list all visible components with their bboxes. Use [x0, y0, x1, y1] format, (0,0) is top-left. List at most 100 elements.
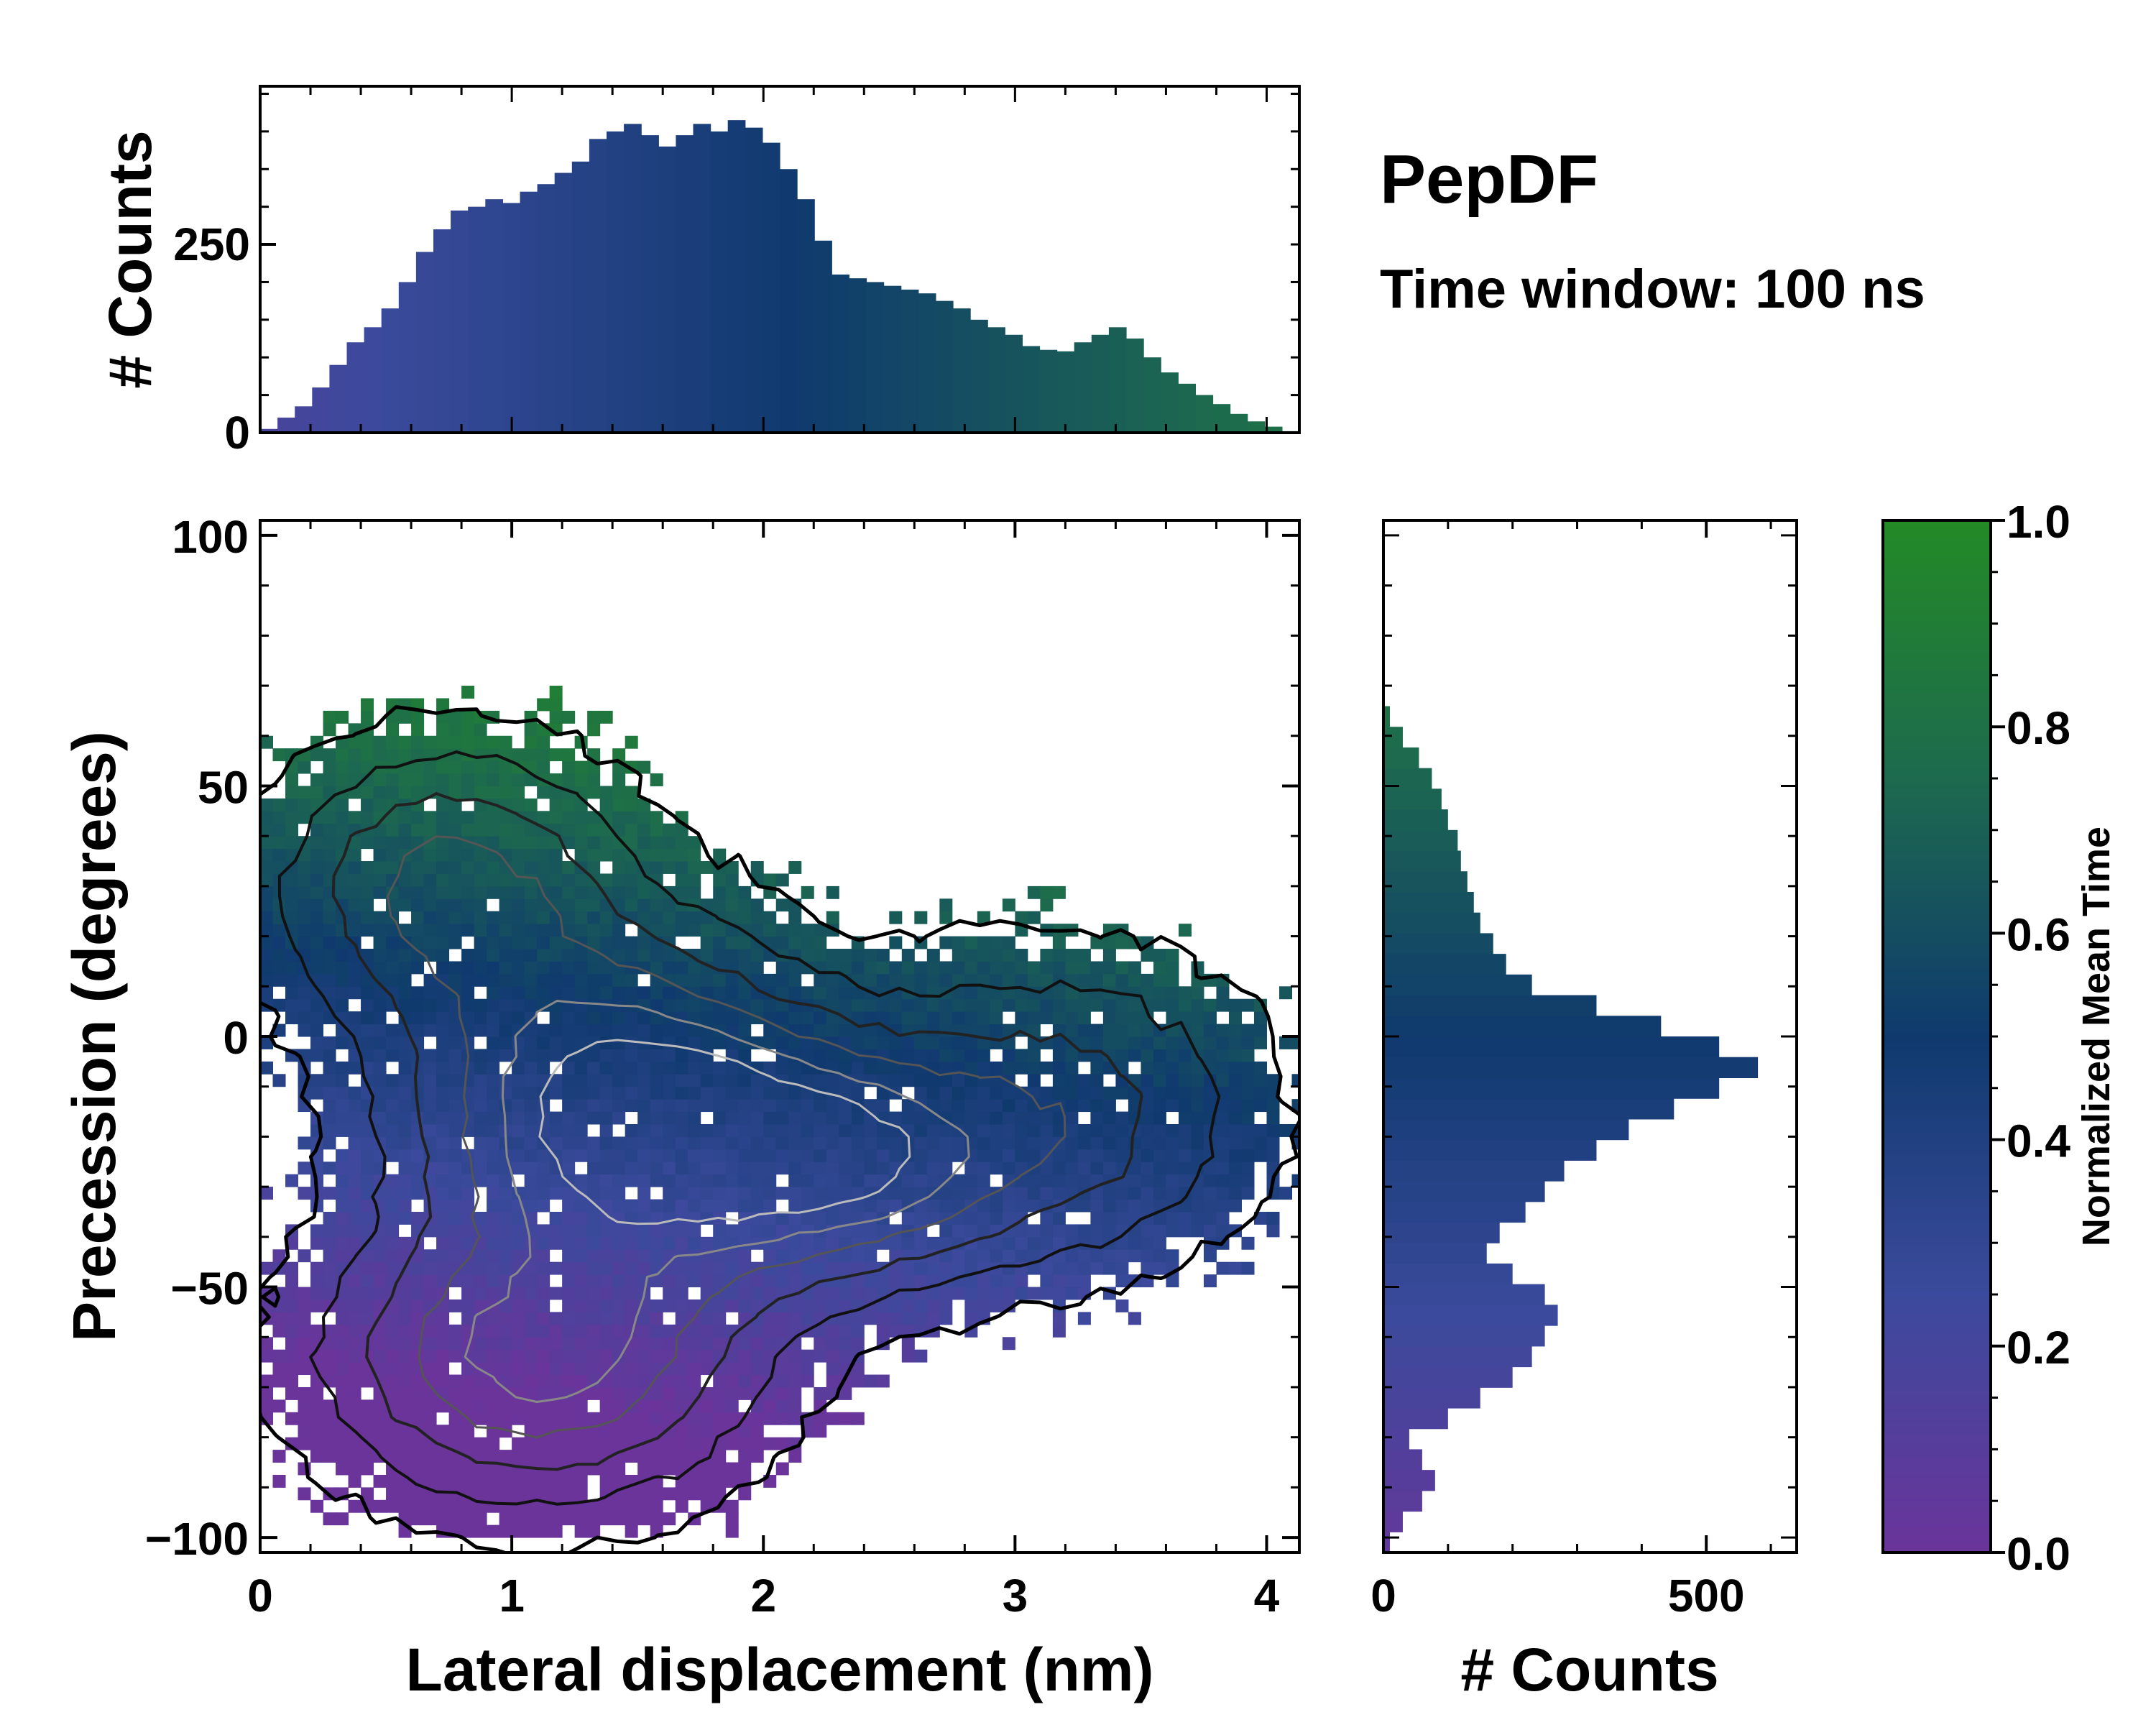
heatmap-cell [398, 1349, 412, 1363]
heatmap-cell [487, 886, 500, 899]
heatmap-cell [549, 973, 563, 987]
heatmap-cell [675, 861, 688, 874]
heatmap-cell [826, 1187, 839, 1200]
heatmap-cell [599, 1187, 613, 1200]
contour-line [464, 1000, 970, 1403]
heatmap-cell [599, 1074, 613, 1087]
heatmap-cell [700, 1099, 714, 1113]
heatmap-cell [436, 1086, 450, 1100]
heatmap-cell [373, 911, 387, 924]
heatmap-cell [587, 1524, 601, 1538]
heatmap-cell [285, 1312, 299, 1325]
heatmap-cell [499, 1349, 512, 1363]
heatmap-cell [1228, 998, 1242, 1012]
heatmap-cell [524, 998, 538, 1012]
heatmap-cell [474, 936, 487, 949]
top-hist-bar [1091, 334, 1110, 433]
heatmap-cell [487, 811, 500, 824]
heatmap-cell [1141, 973, 1154, 987]
heatmap-cell [423, 1399, 437, 1413]
heatmap-cell [688, 886, 701, 899]
heatmap-cell [524, 861, 538, 874]
heatmap-cell [1027, 961, 1041, 975]
heatmap-cell [725, 1299, 739, 1312]
heatmap-cell [574, 1086, 588, 1100]
heatmap-cell [398, 735, 412, 749]
heatmap-cell [952, 1149, 965, 1162]
heatmap-cell [939, 1249, 953, 1263]
heatmap-cell [599, 1174, 613, 1187]
top-hist-bar [745, 127, 763, 433]
heatmap-cell [549, 1187, 563, 1200]
heatmap-cell [612, 1061, 626, 1075]
heatmap-cell [599, 836, 613, 850]
heatmap-cell [562, 924, 576, 937]
heatmap-cell [1002, 1061, 1015, 1075]
heatmap-cell [839, 1349, 852, 1363]
right-hist-bar [1383, 1284, 1545, 1305]
heatmap-cell [537, 1437, 550, 1450]
heatmap-cell [1015, 1136, 1028, 1150]
top-hist-bar [935, 300, 954, 433]
heatmap-cell [625, 949, 638, 962]
heatmap-cell [1128, 1174, 1141, 1187]
heatmap-cell [889, 1199, 903, 1213]
heatmap-cell [675, 973, 688, 987]
heatmap-cell [750, 1074, 764, 1087]
heatmap-cell [461, 1362, 475, 1376]
heatmap-cell [1077, 1149, 1091, 1162]
heatmap-cell [373, 1349, 387, 1363]
heatmap-cell [914, 1274, 928, 1288]
heatmap-cell [549, 1111, 563, 1125]
heatmap-cell [914, 1349, 928, 1363]
heatmap-cell [448, 1474, 462, 1488]
heatmap-cell [1166, 1049, 1179, 1062]
heatmap-cell [713, 949, 727, 962]
heatmap-cell [398, 973, 412, 987]
heatmap-cell [423, 1011, 437, 1025]
heatmap-cell [926, 1287, 940, 1300]
heatmap-cell [763, 1249, 777, 1263]
right-hist-bar [1383, 1057, 1759, 1079]
heatmap-cell [775, 898, 789, 912]
heatmap-cell [1077, 961, 1091, 975]
heatmap-cell [1228, 1111, 1242, 1125]
heatmap-cell [650, 1337, 663, 1351]
heatmap-cell [512, 1337, 525, 1351]
heatmap-cell [373, 1011, 387, 1025]
heatmap-cell [336, 1337, 349, 1351]
heatmap-cell [587, 1211, 601, 1225]
heatmap-cell [775, 1086, 789, 1100]
heatmap-cell [423, 1412, 437, 1425]
heatmap-cell [260, 986, 274, 1000]
heatmap-cell [814, 1349, 827, 1363]
heatmap-cell [1266, 1123, 1280, 1137]
heatmap-cell [272, 1249, 286, 1263]
heatmap-cell [562, 986, 576, 1000]
heatmap-cell [1266, 1111, 1280, 1125]
heatmap-cell [700, 1287, 714, 1300]
heatmap-cell [298, 998, 311, 1012]
heatmap-cell [801, 1011, 814, 1025]
heatmap-cell [1128, 1049, 1141, 1062]
heatmap-cell [952, 1199, 965, 1213]
heatmap-cell [1128, 1236, 1141, 1250]
heatmap-cell [889, 1061, 903, 1075]
heatmap-cell [939, 1099, 953, 1113]
heatmap-cell [436, 1312, 450, 1325]
heatmap-cell [663, 1412, 676, 1425]
x-axis-label: Lateral displacement (nm) [406, 1636, 1154, 1703]
heatmap-cell [549, 1049, 563, 1062]
right-hist-bar [1383, 1077, 1720, 1099]
heatmap-cell [1141, 1049, 1154, 1062]
heatmap-cell [1115, 1024, 1129, 1037]
heatmap-cell [448, 1337, 462, 1351]
heatmap-cell [487, 924, 500, 937]
heatmap-cell [373, 1425, 387, 1438]
heatmap-cell [801, 1174, 814, 1187]
heatmap-cell [637, 1049, 651, 1062]
heatmap-cell [826, 886, 839, 899]
heatmap-cell [298, 811, 311, 824]
heatmap-cell [310, 836, 324, 850]
heatmap-cell [562, 1187, 576, 1200]
